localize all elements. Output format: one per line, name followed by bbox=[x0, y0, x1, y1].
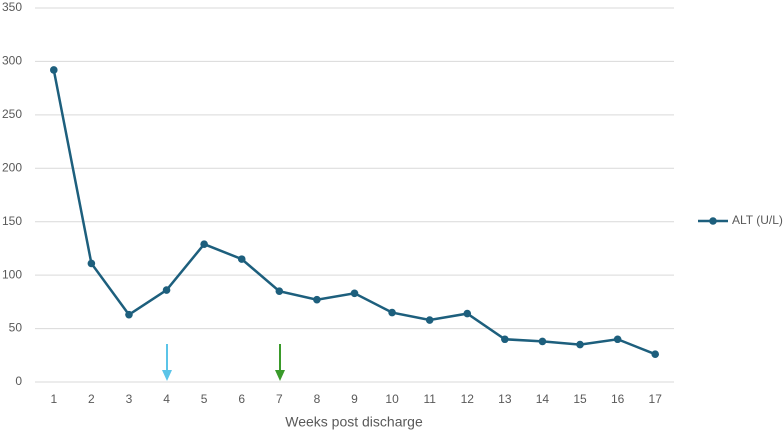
data-point bbox=[49, 66, 58, 74]
x-tick-label: 1 bbox=[50, 392, 57, 406]
data-point bbox=[388, 308, 396, 317]
y-tick-label: 300 bbox=[2, 54, 22, 68]
x-tick-label: 7 bbox=[276, 392, 283, 406]
data-point bbox=[162, 286, 171, 294]
y-tick-label: 350 bbox=[2, 0, 22, 14]
x-tick-label: 9 bbox=[351, 392, 358, 406]
series-line bbox=[52, 69, 656, 356]
x-tick-label: 15 bbox=[573, 392, 587, 406]
x-tick-label: 10 bbox=[385, 392, 399, 406]
data-point bbox=[501, 335, 509, 344]
data-point bbox=[576, 340, 584, 349]
data-point bbox=[538, 337, 547, 346]
data-point bbox=[350, 289, 359, 298]
x-tick-label: 8 bbox=[314, 392, 321, 406]
data-point bbox=[425, 316, 434, 324]
y-tick-label: 50 bbox=[9, 321, 23, 335]
x-tick-label: 12 bbox=[461, 392, 475, 406]
data-point bbox=[613, 335, 622, 344]
data-point bbox=[87, 259, 96, 268]
y-tick-label: 0 bbox=[15, 374, 22, 388]
legend-label: ALT (U/L) bbox=[732, 213, 783, 227]
legend-marker bbox=[709, 217, 717, 225]
arrow-blue bbox=[162, 344, 172, 381]
arrow-green bbox=[275, 344, 285, 381]
data-point bbox=[651, 350, 660, 359]
x-tick-label: 3 bbox=[126, 392, 133, 406]
x-tick-label: 17 bbox=[649, 392, 663, 406]
x-tick-label: 13 bbox=[498, 392, 512, 406]
x-tick-label: 6 bbox=[238, 392, 245, 406]
y-tick-label: 150 bbox=[2, 214, 22, 228]
y-tick-label: 250 bbox=[2, 107, 22, 121]
x-tick-label: 16 bbox=[611, 392, 625, 406]
data-point bbox=[313, 295, 321, 304]
x-axis-title: Weeks post discharge bbox=[285, 414, 423, 430]
data-point bbox=[275, 287, 284, 295]
y-tick-label: 100 bbox=[2, 267, 22, 281]
data-point bbox=[200, 240, 208, 248]
x-tick-label: 4 bbox=[163, 392, 170, 406]
data-point bbox=[125, 310, 133, 319]
data-point bbox=[463, 309, 472, 318]
x-tick-label: 5 bbox=[201, 392, 208, 406]
x-tick-label: 2 bbox=[88, 392, 95, 406]
x-tick-label: 11 bbox=[423, 392, 436, 406]
data-point bbox=[237, 255, 246, 263]
y-tick-label: 200 bbox=[2, 160, 22, 174]
x-tick-label: 14 bbox=[536, 392, 550, 406]
